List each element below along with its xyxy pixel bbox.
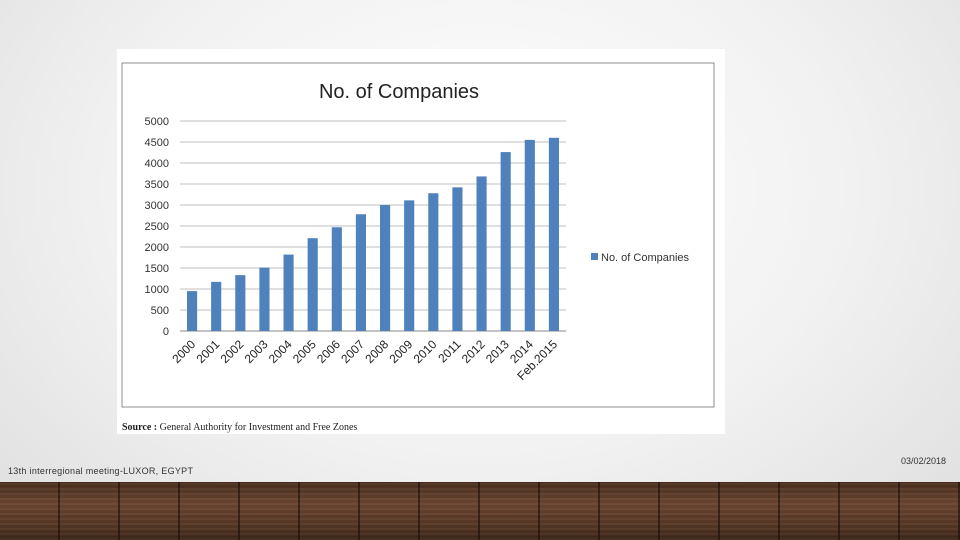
bar [452, 187, 463, 331]
y-tick-label: 1000 [145, 284, 169, 296]
legend-label: No. of Companies [601, 252, 690, 264]
legend-swatch [591, 253, 598, 260]
y-tick-label: 3000 [145, 200, 169, 212]
chart-border [121, 62, 715, 408]
bar [331, 227, 342, 331]
wood-floor-decoration [0, 482, 960, 540]
source-text: General Authority for Investment and Fre… [160, 422, 358, 433]
bars [186, 137, 560, 331]
bar [428, 193, 439, 331]
source-label: Source : [122, 422, 157, 433]
y-tick-label: 5000 [145, 116, 169, 128]
chart-title: No. of Companies [319, 81, 479, 103]
bar [524, 139, 535, 331]
y-tick-label: 0 [163, 326, 169, 338]
slide-date: 03/02/2018 [900, 456, 946, 466]
bar [476, 176, 487, 331]
chart-image: No. of Companies 0 500 1000 1500 2000 2500 300… [117, 49, 725, 434]
y-tick-label: 3500 [145, 179, 169, 191]
bar [355, 214, 367, 331]
bar [379, 205, 391, 331]
legend: No. of Companies [591, 252, 690, 264]
y-tick-label: 1500 [145, 263, 169, 275]
bar [211, 281, 222, 331]
y-axis-ticks: 0 500 1000 1500 2000 2500 3000 3500 4000 4500 5000 [145, 116, 169, 338]
chart-source: Source : General Authority for Investmen… [122, 422, 357, 433]
bar [404, 200, 415, 331]
bar-chart: No. of Companies 0 500 1000 1500 2000 2500 300… [121, 62, 715, 433]
slide-footer-text: 13th interregional meeting-LUXOR, EGYPT [8, 466, 194, 476]
y-tick-label: 4000 [145, 158, 169, 170]
y-tick-label: 4500 [145, 137, 169, 149]
bar [500, 152, 511, 331]
bar [307, 238, 318, 331]
bar [283, 254, 294, 331]
bar [235, 275, 246, 331]
bar [259, 267, 270, 331]
bar [548, 137, 560, 331]
y-tick-label: 2000 [145, 242, 169, 254]
y-tick-label: 500 [151, 305, 169, 317]
bar [186, 291, 198, 331]
y-tick-label: 2500 [145, 221, 169, 233]
